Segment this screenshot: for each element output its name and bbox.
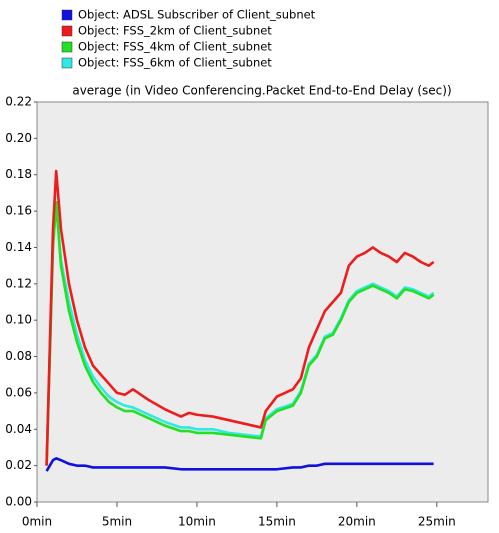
legend-label: Object: ADSL Subscriber of Client_subnet <box>78 8 316 22</box>
y-tick-label: 0.16 <box>5 204 32 218</box>
series-line <box>45 457 434 472</box>
y-tick-label: 0.14 <box>5 240 32 254</box>
x-tick-label: 10min <box>178 515 216 529</box>
y-tick-label: 0.22 <box>5 95 32 109</box>
x-tick-label: 0min <box>22 515 52 529</box>
y-tick-label: 0.04 <box>5 422 32 436</box>
legend-label: Object: FSS_4km of Client_subnet <box>78 40 272 54</box>
y-tick-label: 0.20 <box>5 131 32 145</box>
legend-label: Object: FSS_2km of Client_subnet <box>78 24 272 38</box>
series-line <box>45 169 435 466</box>
series-line <box>45 200 435 466</box>
legend-swatch <box>61 25 73 37</box>
x-tick-label: 25min <box>418 515 456 529</box>
plot-area <box>36 101 489 503</box>
legend-swatch <box>61 9 73 21</box>
y-tick-label: 0.02 <box>5 458 32 472</box>
y-tick-label: 0.06 <box>5 385 32 399</box>
legend-label: Object: FSS_6km of Client_subnet <box>78 56 272 70</box>
y-tick-label: 0.18 <box>5 167 32 181</box>
x-tick-label: 5min <box>102 515 132 529</box>
y-tick-label: 0.10 <box>5 313 32 327</box>
chart-subtitle: average (in Video Conferencing.Packet En… <box>72 84 451 98</box>
y-tick-label: 0.00 <box>5 495 32 509</box>
x-tick-label: 15min <box>258 515 296 529</box>
legend-swatch <box>61 57 73 69</box>
legend-swatch <box>61 41 73 53</box>
x-tick-label: 20min <box>338 515 376 529</box>
y-tick-label: 0.08 <box>5 349 32 363</box>
y-tick-label: 0.12 <box>5 276 32 290</box>
